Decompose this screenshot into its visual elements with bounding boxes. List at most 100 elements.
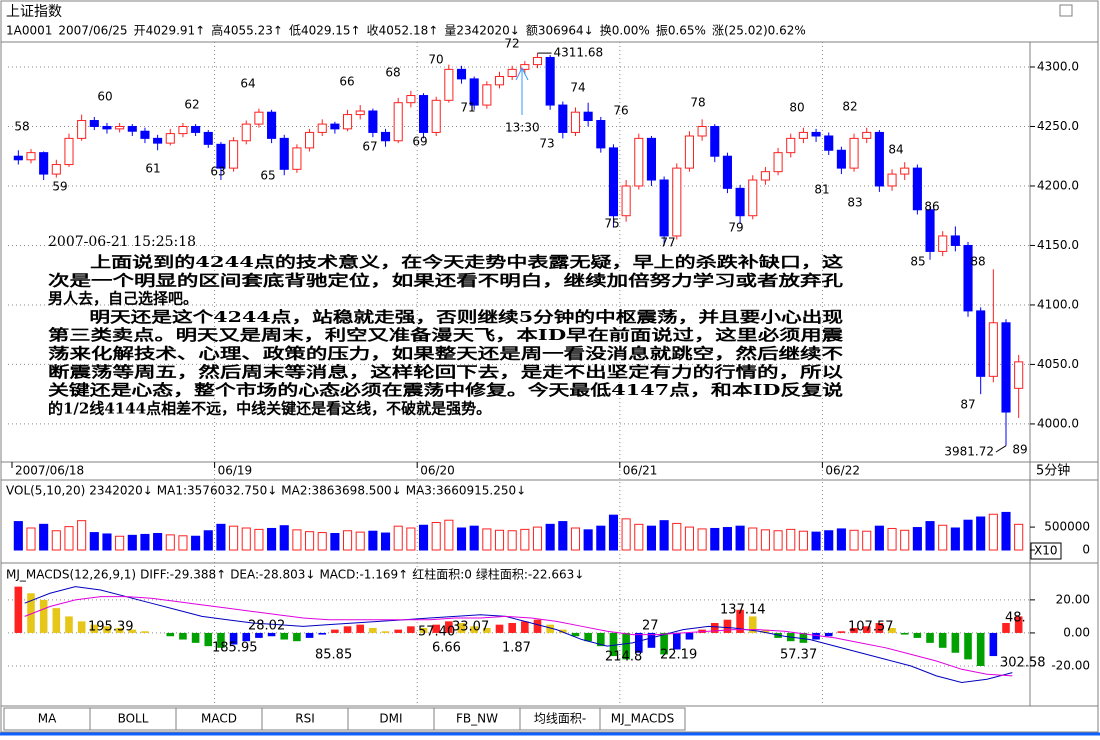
scale-label: X10 — [1034, 544, 1058, 558]
candle-body — [216, 143, 226, 169]
tab-label[interactable]: DMI — [379, 712, 402, 726]
candle-body — [545, 56, 555, 106]
y-tick-label: 500000 — [1044, 520, 1090, 534]
macd-bar — [761, 629, 770, 633]
volume-bar — [115, 535, 125, 551]
volume-bar — [431, 522, 441, 551]
info-item: 绿柱面积:-22.663↓ — [476, 567, 584, 582]
wave-label: 64 — [240, 77, 255, 91]
wave-label: 79 — [728, 221, 743, 235]
candle-body — [77, 120, 87, 139]
info-item: 涨(25.02)0.62% — [712, 23, 806, 38]
volume-bar — [950, 527, 960, 551]
macd-label: 6.66 — [432, 641, 461, 656]
volume-bar — [1014, 523, 1024, 551]
macd-label: 27 — [642, 619, 659, 634]
macd-label: 137.14 — [720, 603, 766, 618]
macd-bar — [103, 626, 111, 633]
volume-bar — [773, 530, 783, 551]
candle-body — [697, 125, 707, 137]
info-item: 红柱面积:0 — [412, 567, 472, 582]
macd-bar — [204, 632, 213, 647]
candle-body — [406, 95, 416, 104]
candle-body — [482, 84, 492, 106]
tab-label[interactable]: RSI — [295, 712, 315, 726]
candle-body — [862, 131, 872, 139]
candle-body — [267, 111, 277, 139]
candle-body — [925, 209, 935, 252]
macd-bar — [14, 586, 23, 633]
macd-bar — [824, 632, 833, 637]
volume-bar — [77, 520, 87, 551]
candle-body — [380, 131, 391, 142]
candle-body — [64, 137, 74, 166]
info-item: MA2:3863698.500↓ — [281, 484, 401, 498]
volume-bar — [89, 532, 99, 551]
macd-bar — [989, 632, 998, 657]
wave-label: 72 — [504, 37, 519, 51]
wave-label: 88 — [970, 255, 985, 269]
y-tick-label: 0 — [1082, 543, 1090, 557]
tab-label[interactable]: MACD — [201, 712, 237, 726]
candle-body — [254, 111, 264, 125]
volume-bar — [596, 525, 606, 551]
info-item: 低4029.15↑ — [289, 24, 361, 38]
volume-bar — [963, 519, 973, 551]
info-item: 2342020↓ — [89, 484, 153, 498]
info-item: 额306964↓ — [526, 24, 594, 38]
candle-body — [279, 137, 289, 170]
wave-label: 59 — [52, 180, 67, 194]
candle-body — [1014, 361, 1024, 389]
macd-bar — [242, 632, 251, 642]
macd-bar — [166, 632, 175, 637]
volume-bar — [482, 528, 492, 551]
volume-bar — [406, 527, 416, 551]
macd-label: 57.37 — [780, 648, 817, 663]
tab[interactable] — [599, 707, 686, 731]
tab-label[interactable]: FB_NW — [456, 712, 498, 726]
wave-label: 61 — [145, 162, 160, 176]
tab-label[interactable]: 均线面积- — [534, 712, 586, 726]
macd-bar — [141, 631, 149, 633]
candle-body — [938, 235, 948, 252]
volume-bar — [507, 530, 517, 551]
volume-bar — [368, 530, 378, 551]
volume-bar — [216, 523, 226, 551]
candle-body — [811, 131, 821, 137]
time-arrow — [515, 66, 529, 115]
candle-body — [393, 102, 403, 142]
macd-bar — [267, 632, 276, 637]
y-tick-label: 0.00 — [1063, 625, 1090, 639]
macd-bar — [660, 632, 668, 655]
candle-body — [520, 64, 530, 70]
volume-bar — [317, 532, 327, 551]
volume-bar — [532, 526, 543, 551]
window-button[interactable] — [1059, 4, 1073, 17]
tab-label[interactable]: MJ_MACDS — [611, 712, 674, 726]
candle-body — [849, 137, 859, 169]
time-label: 13:30 — [505, 121, 540, 135]
candle-body — [773, 152, 783, 173]
candle-body — [203, 131, 213, 145]
wave-label: 85 — [910, 255, 925, 269]
macd-bar — [634, 632, 643, 653]
volume-bar — [646, 525, 657, 551]
note-datetime: 2007-06-21 15:25:18 — [48, 234, 196, 250]
volume-bar — [520, 528, 530, 551]
wave-label: 82 — [842, 100, 857, 114]
period-label: 5分钟 — [1036, 463, 1070, 479]
volume-bar — [343, 530, 353, 551]
volume-bar — [279, 525, 289, 551]
candle-body — [494, 76, 505, 86]
volume-bar — [634, 523, 644, 551]
tab-label[interactable]: BOLL — [118, 712, 149, 726]
tab-label[interactable]: MA — [38, 712, 57, 726]
candle-body — [292, 147, 302, 170]
volume-bar — [558, 521, 568, 551]
macd-bar — [432, 624, 440, 633]
volume-bar — [305, 531, 315, 551]
candle-body — [874, 131, 884, 187]
macd-bar — [305, 632, 314, 638]
volume-bar — [254, 528, 264, 551]
